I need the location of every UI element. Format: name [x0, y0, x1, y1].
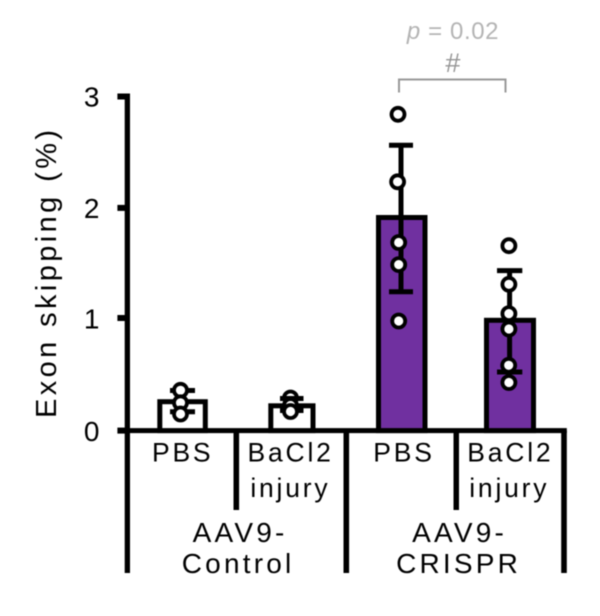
svg-text:BaCl2: BaCl2	[467, 438, 553, 468]
svg-text:p = 0.02: p = 0.02	[406, 18, 499, 45]
svg-text:1: 1	[84, 304, 100, 335]
svg-text:PBS: PBS	[152, 438, 213, 468]
svg-text:AAV9-: AAV9-	[193, 517, 288, 548]
svg-text:CRISPR: CRISPR	[396, 548, 521, 579]
svg-text:Exon skipping (%): Exon skipping (%)	[31, 127, 63, 419]
svg-text:AAV9-: AAV9-	[412, 517, 507, 548]
svg-text:Control: Control	[182, 548, 295, 579]
svg-text:injury: injury	[250, 473, 330, 503]
svg-text:BaCl2: BaCl2	[248, 438, 334, 468]
svg-text:#: #	[445, 48, 461, 78]
svg-text:3: 3	[84, 82, 100, 113]
svg-text:PBS: PBS	[373, 438, 434, 468]
svg-text:2: 2	[84, 193, 100, 224]
svg-text:injury: injury	[469, 473, 549, 503]
svg-text:0: 0	[84, 416, 100, 447]
